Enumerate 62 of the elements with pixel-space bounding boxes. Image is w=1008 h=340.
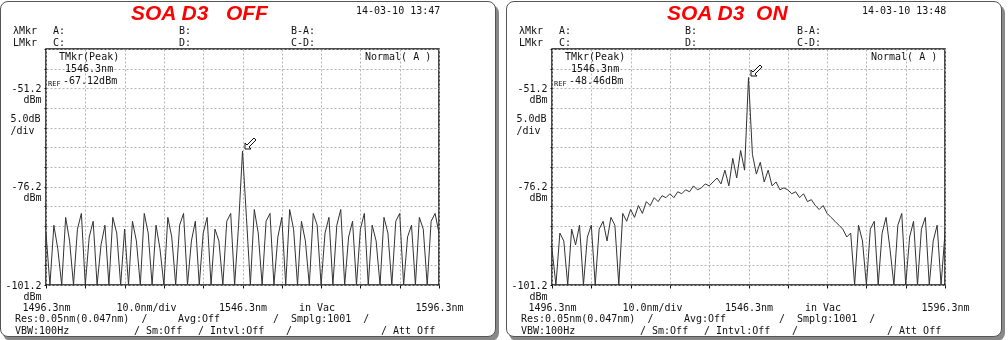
text: Res:0.05nm(0.047nm) / xyxy=(15,313,148,325)
text: C-D: xyxy=(797,37,822,49)
text: / Intvl:Off xyxy=(704,325,771,337)
text: / Att Off xyxy=(381,325,436,337)
text: VBW:100Hz xyxy=(521,325,576,337)
x-tick-label: 1596.3nm xyxy=(415,301,464,313)
y-axis-title: 5.0dB /div xyxy=(516,112,547,136)
text: / Smplg:1001 / xyxy=(779,313,876,325)
text: B: xyxy=(179,25,192,37)
y-tick-label: -101.2 dBm xyxy=(511,279,548,302)
annotation: -67.12dBm xyxy=(63,75,118,87)
text: 14-03-10 13:48 xyxy=(862,5,947,17)
annotation: -48.46dBm xyxy=(569,75,624,87)
chart-title: SOA D3 OFF xyxy=(131,1,268,25)
text: / Sm:Off xyxy=(640,325,689,337)
text: Res:0.05nm(0.047nm) / xyxy=(521,313,654,325)
annotation: Normal( A ) xyxy=(365,51,432,63)
text: / Smplg:1001 / xyxy=(273,313,370,325)
y-axis-title: 5.0dB /div xyxy=(10,112,41,136)
text: / xyxy=(792,325,799,337)
text: D: xyxy=(179,37,192,49)
text: in Vac xyxy=(805,302,842,314)
x-tick-label: 1496.3nm xyxy=(22,301,71,313)
text: C: xyxy=(559,37,572,49)
text: Avg:Off xyxy=(684,313,727,325)
annotation: TMkr(Peak) xyxy=(59,51,120,63)
x-tick-label: 1596.3nm xyxy=(921,301,970,313)
text: λMkr xyxy=(519,25,544,37)
text: B-A: xyxy=(291,25,316,37)
y-tick-label: -51.2 dBm xyxy=(11,82,42,105)
text: VBW:100Hz xyxy=(15,325,70,337)
text: λMkr xyxy=(13,25,38,37)
annotation: TMkr(Peak) xyxy=(565,51,626,63)
text: / Intvl:Off xyxy=(198,325,265,337)
annotation: 1546.3nm xyxy=(65,63,114,75)
y-tick-label: -51.2 dBm xyxy=(517,82,548,105)
x-tick-label: 1546.3nm xyxy=(724,301,774,313)
annotation: Normal( A ) xyxy=(871,51,938,63)
annotation: 1546.3nm xyxy=(571,63,620,75)
text: Avg:Off xyxy=(178,313,221,325)
text: B-A: xyxy=(797,25,822,37)
x-tick-label: 1546.3nm xyxy=(218,301,268,313)
x-axis-title: 10.0nm/div xyxy=(116,301,177,313)
text: 14-03-10 13:47 xyxy=(356,5,441,17)
text: D: xyxy=(685,37,698,49)
text: in Vac xyxy=(299,302,336,314)
text: B: xyxy=(685,25,698,37)
text: C-D: xyxy=(291,37,316,49)
text: A: xyxy=(53,25,66,37)
text: LMkr xyxy=(13,37,38,49)
chart-title: SOA D3 ON xyxy=(667,1,788,25)
y-tick-label: -76.2 dBm xyxy=(517,181,548,204)
text: LMkr xyxy=(519,37,544,49)
y-tick-label: -101.2 dBm xyxy=(5,279,42,302)
text: A: xyxy=(559,25,572,37)
text: C: xyxy=(53,37,66,49)
y-tick-label: -76.2 dBm xyxy=(11,181,42,204)
text: / xyxy=(286,325,293,337)
text: / Att Off xyxy=(887,325,942,337)
x-tick-label: 1496.3nm xyxy=(528,301,577,313)
text: / Sm:Off xyxy=(134,325,183,337)
x-axis-title: 10.0nm/div xyxy=(622,301,683,313)
